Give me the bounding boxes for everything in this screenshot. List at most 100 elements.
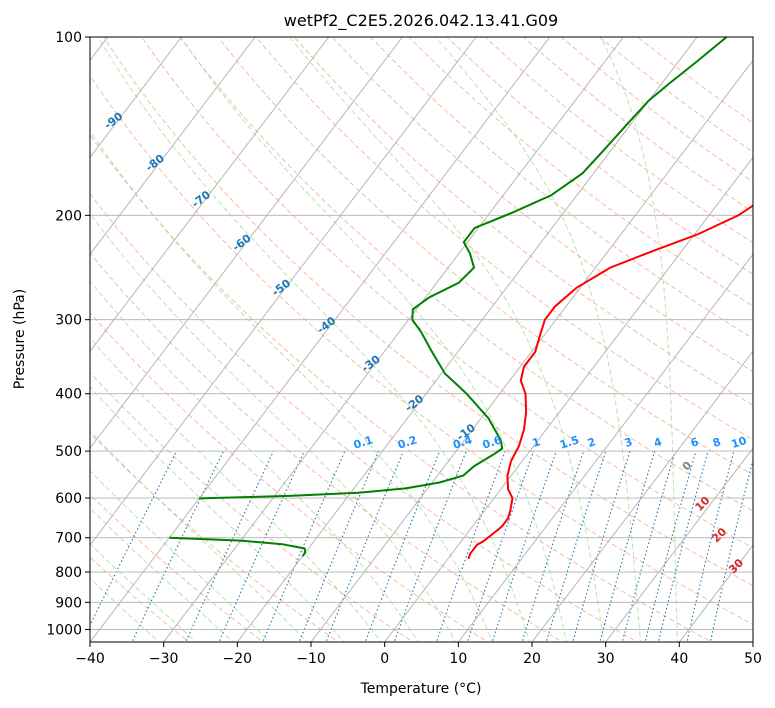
isotherm-line	[90, 37, 330, 352]
dry-adiabat	[90, 193, 639, 642]
dry-adiabat	[331, 37, 753, 373]
isotherm-line	[90, 37, 256, 256]
y-axis-label: Pressure (hPa)	[12, 289, 28, 389]
dry-adiabat	[90, 493, 265, 642]
x-tick-label: −30	[149, 651, 179, 667]
x-tick-label: −10	[296, 651, 326, 667]
y-tick-label: 600	[55, 491, 82, 507]
series-line-0	[467, 204, 753, 560]
dry-adiabat	[102, 37, 753, 587]
mixing-ratio-label: 1.5	[558, 433, 581, 451]
mixing-ratio-line	[185, 450, 274, 642]
mixing-ratio-line	[545, 450, 607, 642]
mixing-ratio-line	[466, 450, 535, 642]
y-tick-label: 300	[55, 313, 82, 329]
moist-adiabat	[90, 543, 197, 642]
moist-adiabat	[97, 37, 530, 642]
moist-adiabat	[600, 37, 678, 642]
isotherm-line	[605, 447, 753, 642]
moist-adiabat	[90, 507, 234, 642]
mixing-ratio-label: 0.4	[451, 433, 474, 451]
moist-adiabat	[289, 37, 605, 642]
x-tick-label: 10	[449, 651, 467, 667]
mixing-ratio-label: 1	[531, 435, 542, 450]
mixing-ratio-label: 10	[730, 434, 749, 451]
mixing-ratio-line	[572, 450, 631, 642]
dry-adiabat	[90, 134, 713, 642]
dry-adiabat	[90, 252, 564, 642]
grid-lines	[90, 37, 753, 642]
mixing-ratio-line	[686, 450, 735, 642]
x-tick-label: 0	[380, 651, 389, 667]
isotherm-label: -100	[60, 61, 90, 88]
x-tick-label: 30	[597, 651, 615, 667]
isotherm-line	[457, 253, 753, 642]
dry-adiabat	[90, 556, 190, 642]
isotherm-label: -40	[315, 314, 339, 337]
isotherm-line	[678, 544, 753, 642]
dry-adiabat-label: 30	[726, 556, 746, 576]
dry-adiabat	[217, 37, 753, 476]
moist-adiabat	[90, 280, 419, 642]
isotherm-label: -80	[143, 152, 167, 175]
mixing-ratio-line	[621, 450, 676, 642]
mixing-ratio-line	[644, 450, 697, 642]
dry-adiabat	[293, 37, 753, 406]
isotherm-line	[90, 37, 551, 642]
mixing-ratio-label: 3	[623, 435, 634, 450]
moist-adiabat	[90, 470, 271, 642]
mixing-ratio-line	[325, 450, 404, 642]
mixing-ratio-line	[521, 450, 585, 642]
isotherm-label: -90	[102, 109, 126, 132]
isotherm-line	[384, 156, 753, 642]
isotherm-line	[236, 37, 698, 642]
isotherm-label: -60	[230, 231, 254, 254]
x-tick-label: 20	[523, 651, 541, 667]
y-tick-label: 800	[55, 565, 82, 581]
mixing-ratio-line	[393, 450, 467, 642]
isotherm-line	[752, 641, 753, 642]
y-tick-label: 200	[55, 208, 82, 224]
moist-adiabat-label: 0	[680, 458, 695, 473]
y-tick-label: 1000	[46, 622, 82, 638]
y-tick-label: 100	[55, 30, 82, 46]
dry-adiabat-label: 40	[749, 584, 769, 604]
isotherm-line	[90, 37, 403, 449]
mixing-ratio-label: 0.6	[481, 433, 504, 451]
series-group	[169, 37, 753, 560]
mixing-ratio-label: 0.1	[352, 433, 375, 451]
chart-title: wetPf2_C2E5.2026.042.13.41.G09	[284, 11, 558, 31]
dry-adiabat	[522, 37, 753, 213]
y-tick-label: 500	[55, 444, 82, 460]
dry-adiabat-label: 20	[709, 525, 729, 545]
x-tick-label: 50	[744, 651, 762, 667]
mixing-ratio-line	[435, 450, 506, 642]
isotherm-line	[531, 350, 753, 642]
y-tick-label: 400	[55, 387, 82, 403]
x-axis-label: Temperature (°C)	[360, 681, 482, 697]
moist-adiabat	[90, 386, 345, 642]
dry-adiabat	[598, 37, 753, 153]
dry-adiabat	[369, 37, 753, 340]
series-line-2	[169, 536, 307, 557]
background-lines	[90, 37, 753, 642]
mixing-ratio-line	[298, 450, 380, 642]
mixing-ratio-line	[657, 450, 709, 642]
isotherm-label: -50	[269, 276, 293, 299]
mixing-ratio-label: 13	[759, 434, 775, 451]
moist-adiabat	[90, 213, 456, 642]
isotherm-line	[90, 37, 477, 546]
y-tick-label: 900	[55, 595, 82, 611]
mixing-ratio-label: 0.2	[396, 433, 419, 451]
moist-adiabat	[180, 37, 568, 642]
x-tick-label: −20	[223, 651, 253, 667]
moist-adiabat	[434, 37, 642, 642]
dry-adiabat	[140, 37, 753, 549]
mixing-ratio-label: 2	[586, 435, 597, 450]
y-tick-label: 700	[55, 531, 82, 547]
moist-adiabat	[90, 430, 308, 642]
moist-adiabat	[90, 130, 493, 642]
dry-adiabat	[484, 37, 753, 244]
dry-adiabat	[90, 74, 753, 625]
isotherm-line	[310, 59, 753, 642]
